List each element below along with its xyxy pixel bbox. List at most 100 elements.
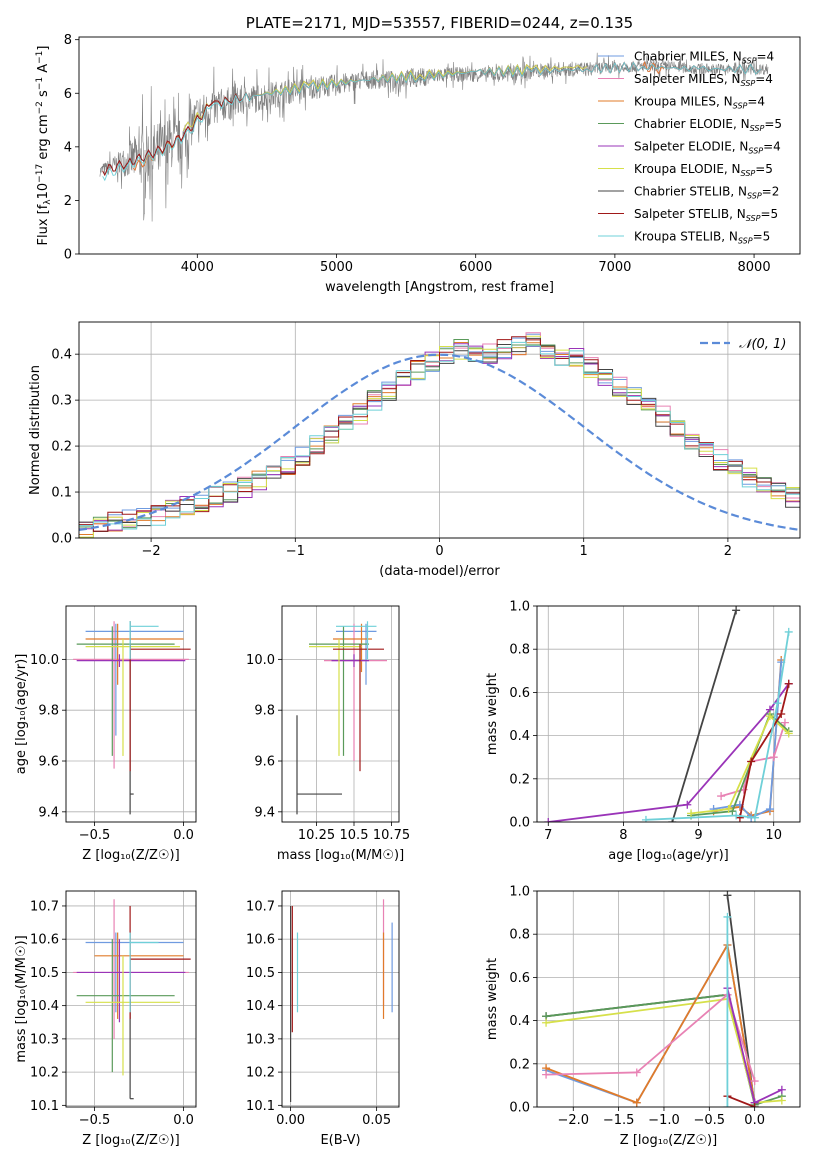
mass-weight-marker: [750, 1103, 759, 1107]
y-tick-label: 0.3: [51, 394, 72, 409]
axes-frame: [281, 605, 400, 823]
legend-entry: Salpeter STELIB, NSSP=5: [634, 207, 778, 223]
y-tick-label: 0.2: [51, 440, 72, 455]
y-tick-label: 10.7: [30, 899, 59, 914]
y-tick-label: 10.3: [30, 1032, 59, 1047]
axes-frame: [65, 890, 197, 1108]
y-tick-label: 10.6: [246, 933, 275, 948]
x-axis-label: mass [log₁₀(M/M☉)]: [277, 848, 404, 863]
y-axis-label: Flux [fλ10−17 erg cm−2 s−1 A−1]: [35, 46, 53, 246]
y-axis-label-part: erg cm: [36, 114, 51, 163]
y-axis-label-part: ]: [36, 46, 51, 51]
plot-area-mass_vs_Z: [73, 899, 191, 1100]
y-tick-label: 10.0: [246, 653, 275, 668]
y-tick-label: 9.8: [38, 704, 59, 719]
x-tick-label: 6000: [459, 260, 492, 275]
ticks-age_vs_Z: −0.5 0.0 9.4 9.6 9.8 10.0: [30, 653, 194, 843]
x-axis-label: (data-model)/error: [379, 564, 500, 579]
mass-weight-marker: [780, 718, 789, 727]
y-axis-label-part: −17: [35, 164, 45, 183]
ticks-age_vs_mass: 10.25 10.5 10.75 9.4 9.6 9.8 10.0: [246, 653, 410, 843]
y-tick-label: 10.6: [30, 933, 59, 948]
axes-frame: [78, 321, 801, 539]
y-tick-label: 9.8: [254, 704, 275, 719]
chart-title: PLATE=2171, MJD=53557, FIBERID=0244, z=0…: [246, 14, 633, 32]
residual-histogram: [79, 341, 800, 535]
axes-mass_vs_Z: −0.5 0.0 10.1 10.2 10.3 10.4 10.5 10.6 10.7 Z [lo…: [14, 890, 197, 1148]
y-tick-label: 10.3: [246, 1032, 275, 1047]
mass-weight-marker: [765, 712, 774, 721]
y-tick-label: 9.4: [254, 805, 275, 820]
mass-weight-marker: [709, 805, 718, 814]
x-axis-label: Z [log₁₀(Z/Z☉)]: [82, 848, 179, 863]
plot-area-massweight_vs_age: [544, 606, 793, 822]
x-tick-label: −0.5: [79, 828, 111, 843]
x-tick-label: 5000: [320, 260, 353, 275]
legend-entry: Chabrier ELODIE, NSSP=5: [634, 117, 782, 133]
mass-weight-line: [545, 998, 782, 1104]
y-axis-label: mass weight: [485, 958, 500, 1040]
axes-mass_vs_ebv: 0.00 0.05 10.1 10.2 10.3 10.4 10.5 10.6 10.7 E(B-…: [246, 890, 400, 1148]
axes-frame: [281, 890, 400, 1108]
y-tick-label: 10.7: [246, 899, 275, 914]
spectrum-legend: Chabrier MILES, NSSP=4 Salpeter MILES, NS…: [598, 50, 782, 246]
x-tick-label: 9: [694, 828, 702, 843]
residual-histogram: [79, 336, 800, 532]
x-tick-label: 10.75: [373, 828, 410, 843]
mass-weight-marker: [773, 699, 782, 708]
y-tick-label: 0.6: [509, 971, 530, 986]
y-tick-label: 0.2: [509, 1057, 530, 1072]
mass-weight-marker: [777, 710, 786, 718]
residual-histogram: [79, 337, 800, 532]
mass-weight-marker: [542, 1070, 551, 1079]
x-axis-label: age [log₁₀(age/yr)]: [608, 848, 729, 863]
residual-histogram: [79, 333, 800, 538]
axes-massweight_vs_age: 7 8 9 10 0.0 0.2 0.4 0.6 0.8 1.0 age [log₁₀(age/yr…: [485, 600, 801, 863]
x-tick-label: 0.00: [276, 1113, 305, 1128]
x-tick-label: 7: [544, 828, 552, 843]
mass-weight-marker: [544, 818, 553, 822]
y-tick-label: 10.4: [30, 999, 59, 1014]
ticks-massweight_vs_age: 7 8 9 10 0.0 0.2 0.4 0.6 0.8 1.0: [509, 600, 782, 844]
plot-area-age_vs_Z: [73, 621, 191, 815]
residual-histogram: [79, 343, 800, 531]
mass-weight-marker: [750, 813, 759, 822]
x-tick-label: −1: [286, 544, 305, 559]
normal-curve: [79, 353, 800, 531]
legend-entry: Chabrier STELIB, NSSP=2: [634, 185, 779, 201]
x-tick-label: −2: [142, 544, 161, 559]
mass-weight-marker: [717, 792, 726, 801]
x-tick-label: 0.0: [173, 828, 194, 843]
x-tick-label: 10.25: [298, 828, 335, 843]
plot-area-age_vs_mass: [296, 621, 387, 815]
mass-weight-marker: [687, 809, 696, 818]
y-tick-label: 9.6: [38, 755, 59, 770]
legend-entry: Kroupa STELIB, NSSP=5: [634, 230, 770, 246]
y-tick-label: 0.0: [509, 816, 530, 831]
axes-residuals: −2 −1 0 1 2 0.0 0.1 0.2 0.3 0.4 (data-model)/error…: [28, 321, 801, 579]
ticks-mass_vs_Z: −0.5 0.0 10.1 10.2 10.3 10.4 10.5 10.6 10.7: [30, 899, 194, 1128]
mass-weight-marker: [632, 1068, 641, 1077]
mass-weight-marker: [784, 679, 793, 688]
y-tick-label: 0.4: [51, 348, 72, 363]
y-axis-label: mass [log₁₀(M/M☉)]: [14, 935, 29, 1062]
mass-weight-marker: [747, 757, 756, 766]
y-tick-label: 10.0: [30, 653, 59, 668]
y-axis-label-part: A: [36, 64, 51, 77]
ticks-residuals: −2 −1 0 1 2 0.0 0.1 0.2 0.3 0.4: [51, 348, 732, 559]
mass-weight-marker: [723, 912, 732, 921]
plot-area-massweight_vs_Z: [542, 891, 786, 1107]
mass-weight-marker: [750, 1077, 759, 1086]
mass-weight-marker: [723, 891, 732, 900]
mass-weight-line: [739, 683, 790, 818]
x-tick-label: 10: [765, 828, 782, 843]
y-tick-label: 0.1: [51, 486, 72, 501]
y-axis-label: age [log₁₀(age/yr)]: [14, 654, 29, 775]
legend-entry: Kroupa ELODIE, NSSP=5: [634, 162, 773, 178]
mass-weight-marker: [641, 815, 650, 822]
x-tick-label: 7000: [598, 260, 631, 275]
y-tick-label: 0.0: [509, 1101, 530, 1116]
y-tick-label: 10.2: [246, 1066, 275, 1081]
axes-massweight_vs_Z: −2.0 −1.5 −1.0 −0.5 0.0 0.0 0.2 0.4 0.6 0.8 1.0 Z […: [485, 885, 801, 1148]
